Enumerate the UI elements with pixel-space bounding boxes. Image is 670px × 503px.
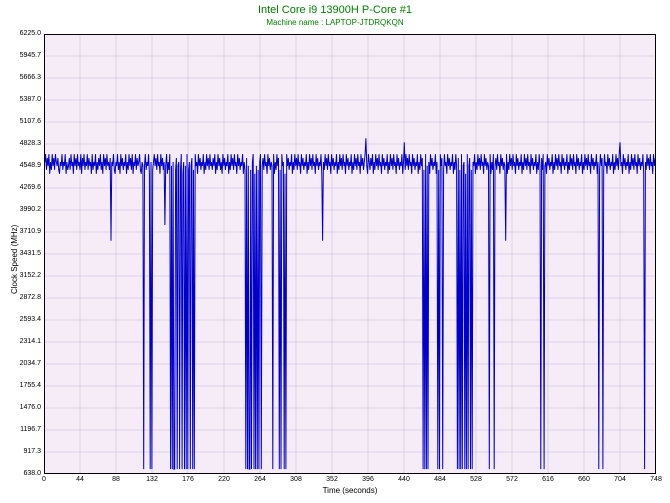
y-tick: 5107.6 [11, 118, 41, 125]
x-tick: 132 [140, 476, 164, 483]
x-tick: 660 [572, 476, 596, 483]
y-tick: 4269.6 [11, 184, 41, 191]
x-tick: 440 [392, 476, 416, 483]
y-tick: 4548.9 [11, 162, 41, 169]
x-tick: 484 [428, 476, 452, 483]
chart-container: Intel Core i9 13900H P-Core #1 Machine n… [0, 0, 670, 503]
x-tick: 572 [500, 476, 524, 483]
x-tick: 616 [536, 476, 560, 483]
y-tick: 4828.3 [11, 140, 41, 147]
x-tick: 44 [68, 476, 92, 483]
y-tick: 5666.3 [11, 74, 41, 81]
y-tick: 1196.7 [11, 426, 41, 433]
chart-title: Intel Core i9 13900H P-Core #1 [0, 4, 670, 16]
x-tick: 748 [644, 476, 668, 483]
y-axis-label: Clock Speed (MHz) [10, 225, 19, 294]
y-tick: 3710.9 [11, 228, 41, 235]
y-tick: 3152.2 [11, 272, 41, 279]
y-tick: 2593.4 [11, 316, 41, 323]
x-tick: 0 [32, 476, 56, 483]
x-tick: 352 [320, 476, 344, 483]
y-tick: 3431.5 [11, 250, 41, 257]
y-tick: 6225.0 [11, 30, 41, 37]
x-tick: 308 [284, 476, 308, 483]
y-tick: 5387.0 [11, 96, 41, 103]
x-tick: 264 [248, 476, 272, 483]
y-tick: 3990.2 [11, 206, 41, 213]
y-tick: 1476.0 [11, 404, 41, 411]
chart-subtitle: Machine name : LAPTOP-JTDRQKQN [0, 18, 670, 27]
y-tick: 2314.1 [11, 338, 41, 345]
x-tick: 88 [104, 476, 128, 483]
x-tick: 704 [608, 476, 632, 483]
y-tick: 917.3 [11, 448, 41, 455]
x-tick: 396 [356, 476, 380, 483]
y-tick: 2872.8 [11, 294, 41, 301]
y-tick: 1755.4 [11, 382, 41, 389]
x-tick: 176 [176, 476, 200, 483]
x-axis-label: Time (seconds) [44, 486, 656, 495]
x-tick: 220 [212, 476, 236, 483]
plot-area [44, 34, 656, 474]
y-tick: 2034.7 [11, 360, 41, 367]
x-tick: 528 [464, 476, 488, 483]
y-tick: 5945.7 [11, 52, 41, 59]
